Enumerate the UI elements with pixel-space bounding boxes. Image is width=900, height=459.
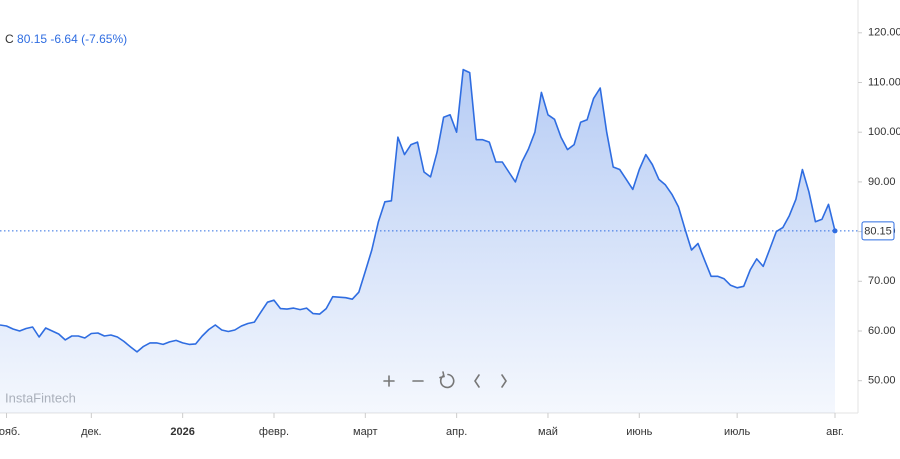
x-tick-label: май (538, 426, 558, 438)
y-tick-label: 60.00 (868, 325, 896, 337)
reset-button[interactable] (436, 370, 458, 392)
last-value-label: 80.15 (864, 225, 892, 237)
zoom-in-button[interactable] (378, 370, 400, 392)
y-tick-label: 70.00 (868, 275, 896, 287)
scroll-left-button[interactable] (465, 370, 487, 392)
x-tick-label: нояб. (0, 426, 20, 438)
y-tick-label: 50.00 (868, 375, 896, 387)
zoom-out-button[interactable] (407, 370, 429, 392)
plot (0, 68, 858, 413)
watermark: InstaFintech (5, 390, 76, 405)
last-value-box (861, 221, 895, 241)
last-point (832, 228, 838, 234)
x-tick-label: 2026 (170, 426, 194, 438)
controls (378, 370, 515, 392)
last-value: 80.15 (17, 32, 47, 46)
x-tick-label: дек. (81, 426, 101, 438)
y-tick-label: 100.00 (868, 126, 900, 138)
y-tick-label: 90.00 (868, 176, 896, 188)
x-tick-label: авг. (826, 426, 844, 438)
x-tick-label: март (353, 426, 378, 438)
legend: C 80.15 -6.64 (-7.65%) (5, 32, 127, 46)
x-tick-label: февр. (259, 426, 289, 438)
y-tick-label: 110.00 (868, 76, 900, 88)
x-tick-label: апр. (446, 426, 467, 438)
area (0, 69, 835, 413)
x-tick-label: июнь (626, 426, 652, 438)
ticker: C (5, 32, 14, 46)
change: -6.64 (50, 32, 78, 46)
x-tick-label: июль (724, 426, 751, 438)
change-pct: (-7.65%) (81, 32, 127, 46)
line (0, 68, 836, 353)
y-tick-label: 120.00 (868, 27, 900, 39)
scroll-right-button[interactable] (493, 370, 515, 392)
